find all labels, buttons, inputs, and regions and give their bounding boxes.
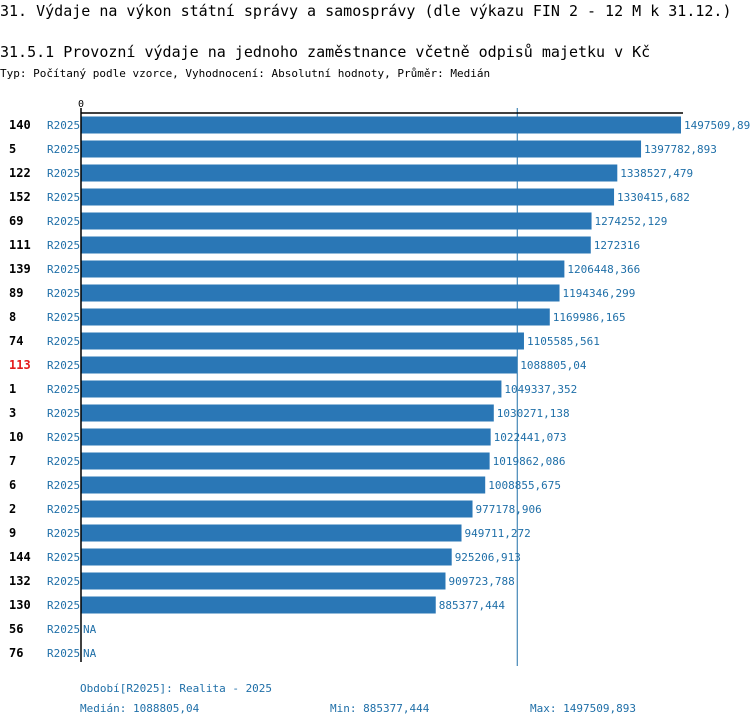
x-axis-zero-label: 0 (78, 99, 84, 110)
bar (81, 428, 491, 446)
footer-period: Období[R2025]: Realita - 2025 (80, 682, 273, 695)
row-period-label: R2025 (47, 215, 80, 228)
row-period-label: R2025 (47, 527, 80, 540)
row-id-label: 132 (9, 574, 31, 588)
row-id-label: 89 (9, 286, 23, 300)
row-id-label: 7 (9, 454, 16, 468)
bar-value-label: 1397782,893 (644, 143, 717, 156)
footer-min: Min: 885377,444 (330, 702, 430, 715)
row-period-label: R2025 (47, 359, 80, 372)
bar-value-label: 1049337,352 (504, 383, 577, 396)
row-period-label: R2025 (47, 239, 80, 252)
row-period-label: R2025 (47, 143, 80, 156)
bar-value-label: 1330415,682 (617, 191, 690, 204)
bar-value-label: 1105585,561 (527, 335, 600, 348)
row-id-label: 5 (9, 142, 16, 156)
row-period-label: R2025 (47, 263, 80, 276)
bar (81, 332, 524, 350)
bar-value-label: 1194346,299 (563, 287, 636, 300)
row-period-label: R2025 (47, 479, 80, 492)
row-period-label: R2025 (47, 407, 80, 420)
bar-value-label: 885377,444 (439, 599, 506, 612)
bar (81, 500, 473, 518)
bar-value-label: 1169986,165 (553, 311, 626, 324)
row-period-label: R2025 (47, 623, 80, 636)
bar (81, 140, 642, 158)
row-id-label: 144 (9, 550, 31, 564)
bar (81, 452, 490, 470)
bar-value-label: 925206,913 (455, 551, 521, 564)
row-id-label: 140 (9, 118, 31, 132)
row-id-label: 139 (9, 262, 31, 276)
row-id-label: 8 (9, 310, 16, 324)
bar-value-label: 1088805,04 (520, 359, 587, 372)
row-id-label: 69 (9, 214, 23, 228)
row-period-label: R2025 (47, 335, 80, 348)
row-period-label: R2025 (47, 167, 80, 180)
bar (81, 596, 436, 614)
bar-value-label: 1497509,893 (684, 119, 750, 132)
row-period-label: R2025 (47, 455, 80, 468)
bar (81, 524, 462, 542)
footer-max: Max: 1497509,893 (530, 702, 636, 715)
row-period-label: R2025 (47, 575, 80, 588)
bar-value-label: 1338527,479 (620, 167, 693, 180)
bar (81, 116, 681, 134)
bar (81, 356, 518, 374)
bar-value-label: NA (83, 623, 97, 636)
bar-value-label: 1022441,073 (494, 431, 567, 444)
footer-median: Medián: 1088805,04 (80, 702, 200, 715)
bar (81, 380, 502, 398)
row-id-label: 2 (9, 502, 16, 516)
row-period-label: R2025 (47, 119, 80, 132)
row-period-label: R2025 (47, 191, 80, 204)
row-period-label: R2025 (47, 647, 80, 660)
bar (81, 260, 565, 278)
row-period-label: R2025 (47, 287, 80, 300)
bar (81, 572, 446, 590)
bar-value-label: 1008855,675 (488, 479, 561, 492)
row-id-label: 111 (9, 238, 31, 252)
bar (81, 212, 592, 230)
row-id-label: 122 (9, 166, 31, 180)
row-id-label: 74 (9, 334, 23, 348)
bar-value-label: 1019862,086 (493, 455, 566, 468)
bar (81, 548, 452, 566)
bar (81, 188, 615, 206)
bar (81, 476, 486, 494)
bar-value-label: 1030271,138 (497, 407, 570, 420)
row-period-label: R2025 (47, 311, 80, 324)
bar (81, 404, 494, 422)
row-id-label: 10 (9, 430, 23, 444)
bar-value-label: 1274252,129 (595, 215, 668, 228)
row-period-label: R2025 (47, 503, 80, 516)
row-period-label: R2025 (47, 431, 80, 444)
row-id-label: 130 (9, 598, 31, 612)
row-id-label: 113 (9, 358, 31, 372)
bar (81, 308, 550, 326)
row-id-label: 1 (9, 382, 16, 396)
row-period-label: R2025 (47, 551, 80, 564)
row-period-label: R2025 (47, 599, 80, 612)
bar-value-label: NA (83, 647, 97, 660)
row-period-label: R2025 (47, 383, 80, 396)
row-id-label: 3 (9, 406, 16, 420)
bar-value-label: 909723,788 (448, 575, 514, 588)
bar-value-label: 1272316 (594, 239, 640, 252)
row-id-label: 152 (9, 190, 31, 204)
row-id-label: 9 (9, 526, 16, 540)
bar-value-label: 1206448,366 (567, 263, 640, 276)
bar-value-label: 977178,906 (476, 503, 542, 516)
bar (81, 284, 560, 302)
row-id-label: 56 (9, 622, 23, 636)
row-id-label: 76 (9, 646, 23, 660)
chart-subtitle: 31.5.1 Provozní výdaje na jednoho zaměst… (0, 43, 651, 61)
bar (81, 164, 618, 182)
bar (81, 236, 591, 254)
chart-type-info: Typ: Počítaný podle vzorce, Vyhodnocení:… (0, 67, 491, 80)
page-title: 31. Výdaje na výkon státní správy a samo… (0, 2, 732, 20)
row-id-label: 6 (9, 478, 16, 492)
bar-value-label: 949711,272 (465, 527, 531, 540)
